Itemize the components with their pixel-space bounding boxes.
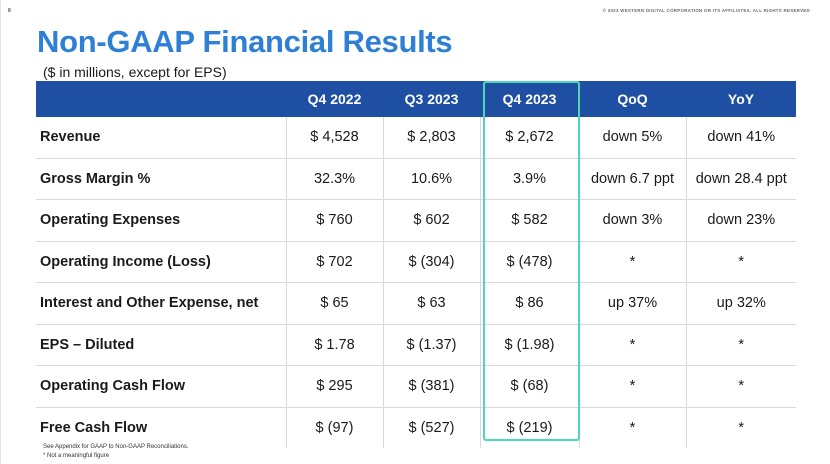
header-qoq: QoQ — [579, 81, 686, 117]
cell-qoq: down 6.7 ppt — [578, 158, 686, 200]
table-row: Revenue $ 4,528 $ 2,803 $ 2,672 down 5% down … — [36, 117, 796, 159]
cell-qoq: down 5% — [578, 117, 686, 159]
cell-yoy: * — [685, 407, 796, 448]
cell-yoy: down 41% — [685, 117, 796, 159]
cell-qoq: down 3% — [578, 199, 686, 242]
cell-qoq: * — [578, 241, 686, 283]
table-row: Interest and Other Expense, net $ 65 $ 63 $… — [36, 282, 796, 325]
header-q3-2023: Q3 2023 — [383, 81, 480, 117]
footnote-not-meaningful: * Not a meaningful figure — [43, 453, 110, 459]
cell-yoy: * — [685, 241, 796, 283]
cell-q4-2022: 32.3% — [285, 158, 383, 200]
header-q4-2023: Q4 2023 — [480, 81, 579, 117]
cell-q4-2023: $ 86 — [479, 282, 579, 325]
table-row: Gross Margin % 32.3% 10.6% 3.9% down 6.7 ppt… — [36, 158, 796, 200]
financial-results-table: Q4 2022 Q3 2023 Q4 2023 QoQ YoY Revenue $… — [36, 81, 796, 448]
page-number: 8 — [8, 8, 11, 14]
cell-q3-2023: $ (527) — [382, 407, 480, 448]
footnote-reconciliation: See Appendix for GAAP to Non-GAAP Reconc… — [43, 444, 189, 450]
cell-yoy: down 23% — [685, 199, 796, 242]
cell-yoy: up 32% — [685, 282, 796, 325]
cell-q3-2023: $ (1.37) — [382, 324, 480, 366]
cell-q4-2022: $ 4,528 — [285, 117, 383, 159]
table-row: Operating Income (Loss) $ 702 $ (304) $ (47… — [36, 241, 796, 283]
cell-q4-2023: $ (1.98) — [479, 324, 579, 366]
cell-q3-2023: $ (381) — [382, 365, 480, 408]
cell-q3-2023: 10.6% — [382, 158, 480, 200]
table-row: Operating Expenses $ 760 $ 602 $ 582 down 3%… — [36, 199, 796, 242]
cell-yoy: * — [685, 324, 796, 366]
cell-q4-2022: $ 1.78 — [285, 324, 383, 366]
row-label: Operating Income (Loss) — [36, 241, 286, 283]
row-label: Gross Margin % — [36, 158, 286, 200]
cell-q4-2022: $ 295 — [285, 365, 383, 408]
header-label-column — [36, 81, 286, 117]
row-label: Operating Cash Flow — [36, 365, 286, 408]
cell-qoq: * — [578, 365, 686, 408]
cell-q4-2022: $ 65 — [285, 282, 383, 325]
table-row: EPS – Diluted $ 1.78 $ (1.37) $ (1.98) * * — [36, 324, 796, 366]
cell-q4-2023: $ 2,672 — [479, 117, 579, 159]
cell-q3-2023: $ 63 — [382, 282, 480, 325]
cell-q4-2023: $ (219) — [479, 407, 579, 448]
header-q4-2022: Q4 2022 — [286, 81, 383, 117]
cell-q4-2023: $ (68) — [479, 365, 579, 408]
cell-q3-2023: $ 2,803 — [382, 117, 480, 159]
copyright-notice: © 2023 WESTERN DIGITAL CORPORATION OR IT… — [602, 8, 810, 13]
cell-q4-2023: $ (478) — [479, 241, 579, 283]
table-header-row: Q4 2022 Q3 2023 Q4 2023 QoQ YoY — [36, 81, 796, 117]
cell-qoq: * — [578, 324, 686, 366]
cell-yoy: down 28.4 ppt — [685, 158, 796, 200]
table-row: Free Cash Flow $ (97) $ (527) $ (219) * * — [36, 407, 796, 448]
cell-q4-2022: $ (97) — [285, 407, 383, 448]
cell-q4-2022: $ 760 — [285, 199, 383, 242]
row-label: Interest and Other Expense, net — [36, 282, 286, 325]
header-yoy: YoY — [686, 81, 796, 117]
cell-qoq: * — [578, 407, 686, 448]
cell-yoy: * — [685, 365, 796, 408]
cell-q4-2023: 3.9% — [479, 158, 579, 200]
cell-q4-2023: $ 582 — [479, 199, 579, 242]
page-subtitle: ($ in millions, except for EPS) — [43, 64, 227, 80]
row-label: EPS – Diluted — [36, 324, 286, 366]
cell-qoq: up 37% — [578, 282, 686, 325]
row-label: Operating Expenses — [36, 199, 286, 242]
cell-q3-2023: $ 602 — [382, 199, 480, 242]
cell-q3-2023: $ (304) — [382, 241, 480, 283]
table-row: Operating Cash Flow $ 295 $ (381) $ (68) * * — [36, 365, 796, 408]
row-label: Revenue — [36, 117, 286, 159]
row-label: Free Cash Flow — [40, 419, 148, 436]
cell-q4-2022: $ 702 — [285, 241, 383, 283]
page-title: Non-GAAP Financial Results — [37, 24, 453, 59]
